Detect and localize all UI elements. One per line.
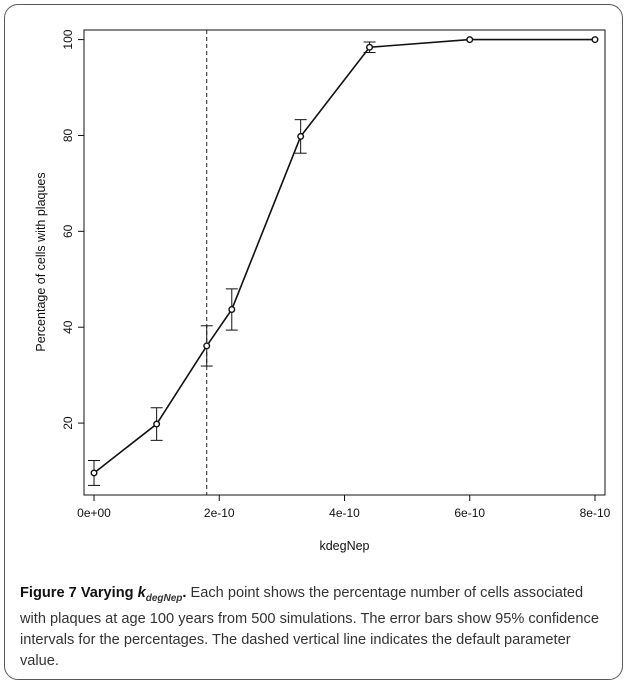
y-tick-label: 80 <box>61 128 75 142</box>
data-point <box>466 36 474 44</box>
data-point <box>591 36 599 44</box>
data-point <box>203 342 211 350</box>
y-tick-label: 100 <box>61 29 75 49</box>
figure-caption: Figure 7 Varying kdegNep. Each point sho… <box>20 583 612 672</box>
caption-title-end: . <box>182 585 187 601</box>
caption-body: Each point shows the percentage number o… <box>20 585 599 669</box>
figure-frame <box>4 4 623 680</box>
x-tick-label: 4e-10 <box>329 506 360 520</box>
data-point <box>90 469 98 477</box>
series-line <box>93 38 595 474</box>
y-tick-label: 20 <box>61 416 75 430</box>
chart: 20 40 60 80 100 0e+00 2e-10 4e-10 6e-10 8e-10 kd… <box>34 29 611 553</box>
data-point <box>153 420 161 428</box>
data-point <box>297 132 305 140</box>
x-tick-label: 8e-10 <box>580 506 611 520</box>
y-axis-label: Percentage of cells with plaques <box>34 172 48 351</box>
x-tick-label: 0e+00 <box>77 506 111 520</box>
caption-param-subscript: degNep <box>145 592 183 604</box>
caption-param-symbol: k <box>137 585 146 601</box>
x-tick-label: 2e-10 <box>204 506 235 520</box>
y-tick-label: 60 <box>61 224 75 238</box>
data-point <box>228 305 236 313</box>
x-tick-label: 6e-10 <box>454 506 485 520</box>
data-point <box>366 43 374 51</box>
x-axis-label: kdegNep <box>319 539 369 553</box>
y-tick-label: 40 <box>61 320 75 334</box>
caption-title: Figure 7 Varying <box>20 585 138 601</box>
plot-frame <box>83 29 606 496</box>
